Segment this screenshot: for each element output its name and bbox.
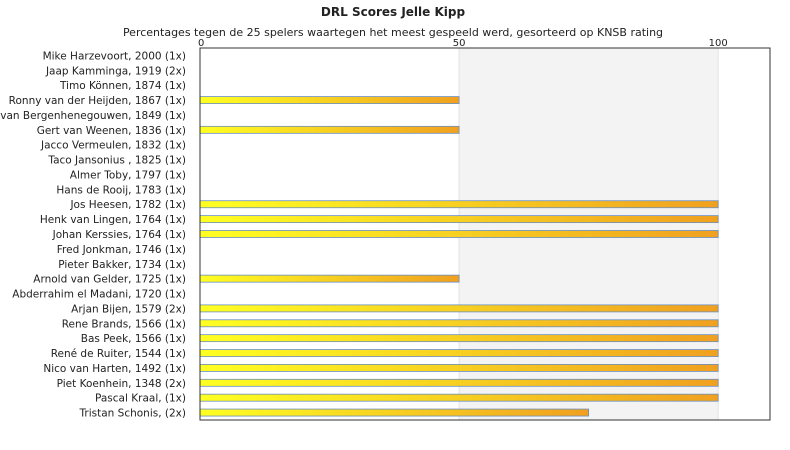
category-label: Pascal Kraal, (1x): [95, 393, 186, 405]
bar: [199, 215, 719, 224]
x-tick-label: 0: [198, 38, 204, 49]
bar: [199, 230, 719, 238]
bar: [199, 349, 719, 357]
category-label: Johan Kerssies, 1764 (1x): [52, 229, 186, 241]
category-label: Timo Können, 1874 (1x): [59, 80, 186, 92]
category-label: Arjan Bijen, 1579 (2x): [71, 303, 186, 315]
category-label: Jos Heesen, 1782 (1x): [69, 199, 186, 211]
bar: [199, 319, 719, 328]
x-tick-labels: 0 50 100: [198, 38, 728, 49]
category-label: Tristan Schonis, (2x): [79, 408, 186, 420]
bar: [199, 200, 719, 209]
category-label: Henk van Lingen, 1764 (1x): [40, 214, 186, 226]
bar: [199, 125, 460, 134]
bar: [199, 364, 719, 372]
bar: [199, 304, 719, 313]
category-label: Hans de Rooij, 1783 (1x): [56, 184, 186, 196]
category-label: Rene Brands, 1566 (1x): [62, 318, 186, 330]
bar: [199, 96, 460, 104]
category-label: Pieter Bakker, 1734 (1x): [58, 259, 186, 271]
category-label: Nico van Harten, 1492 (1x): [43, 363, 186, 375]
chart-title: DRL Scores Jelle Kipp: [321, 5, 466, 19]
bar: [199, 274, 460, 283]
x-tick-label: 50: [453, 38, 466, 49]
bar: [199, 378, 719, 387]
category-label: Taco Jansonius , 1825 (1x): [47, 155, 186, 167]
category-label: Fred Jonkman, 1746 (1x): [57, 244, 186, 256]
plot-frame: [199, 47, 771, 421]
x-tick-label: 100: [709, 38, 728, 49]
category-label: Jacco Vermeulen, 1832 (1x): [40, 140, 186, 152]
category-label: Ronny van der Heijden, 1867 (1x): [9, 95, 186, 107]
chart-subtitle: Percentages tegen de 25 spelers waartege…: [123, 26, 663, 39]
bar: [199, 334, 719, 343]
category-label: René de Ruiter, 1544 (1x): [51, 348, 186, 360]
bar: [199, 408, 590, 417]
category-label: Gert van Weenen, 1836 (1x): [37, 125, 186, 137]
category-label: Jaap Kamminga, 1919 (2x): [45, 65, 186, 77]
category-label: Arnold van Gelder, 1725 (1x): [33, 274, 186, 286]
category-label: Jeroen van Bergenhenegouwen, 1849 (1x): [0, 110, 186, 122]
category-label: Piet Koenhein, 1348 (2x): [57, 378, 186, 390]
category-labels: Mike Harzevoort, 2000 (1x) Jaap Kamminga,…: [0, 50, 186, 419]
bar: [199, 393, 719, 402]
category-label: Mike Harzevoort, 2000 (1x): [43, 50, 186, 62]
category-label: Almer Toby, 1797 (1x): [70, 169, 186, 181]
category-label: Bas Peek, 1566 (1x): [81, 333, 186, 345]
category-label: Abderrahim el Madani, 1720 (1x): [12, 289, 186, 301]
